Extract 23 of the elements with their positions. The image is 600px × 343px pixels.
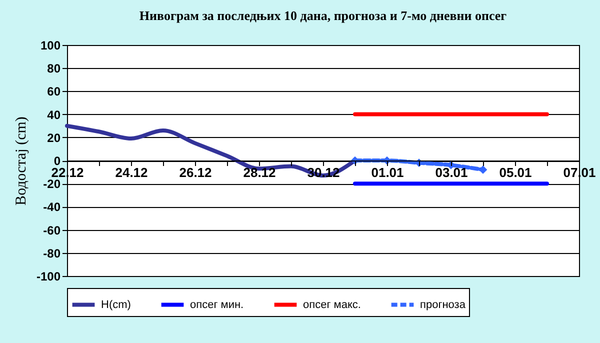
legend-label: прогноза xyxy=(420,298,466,311)
y-axis-title: Водостај (cm) xyxy=(13,116,30,206)
chart-title: Нивограм за последњих 10 дана, прогноза и 7-мо дневни опсег xyxy=(139,8,507,23)
legend-label: H(cm) xyxy=(101,298,131,311)
y-tick-label: 20 xyxy=(47,130,61,145)
y-tick-label: 60 xyxy=(47,84,61,99)
y-tick-label: -80 xyxy=(43,246,61,260)
legend-label: опсег макс. xyxy=(303,298,361,311)
legend-label: опсег мин. xyxy=(190,298,244,311)
y-tick-label: -60 xyxy=(43,223,61,238)
x-tick-label: 24.12 xyxy=(115,165,148,180)
y-tick-label: 0 xyxy=(54,154,61,168)
y-tick-label: -20 xyxy=(43,177,61,192)
x-tick-label: 03.01 xyxy=(435,165,468,180)
y-tick-label: 80 xyxy=(47,62,61,76)
x-tick-label: 28.12 xyxy=(243,165,276,180)
x-tick-label: 05.01 xyxy=(499,165,532,180)
x-tick-label: 01.01 xyxy=(371,165,404,180)
y-tick-label: 100 xyxy=(40,38,61,52)
y-tick-label: -100 xyxy=(36,270,61,284)
x-tick-label: 26.12 xyxy=(179,165,212,180)
y-tick-label: 40 xyxy=(47,108,61,122)
y-tick-label: -40 xyxy=(43,200,61,214)
